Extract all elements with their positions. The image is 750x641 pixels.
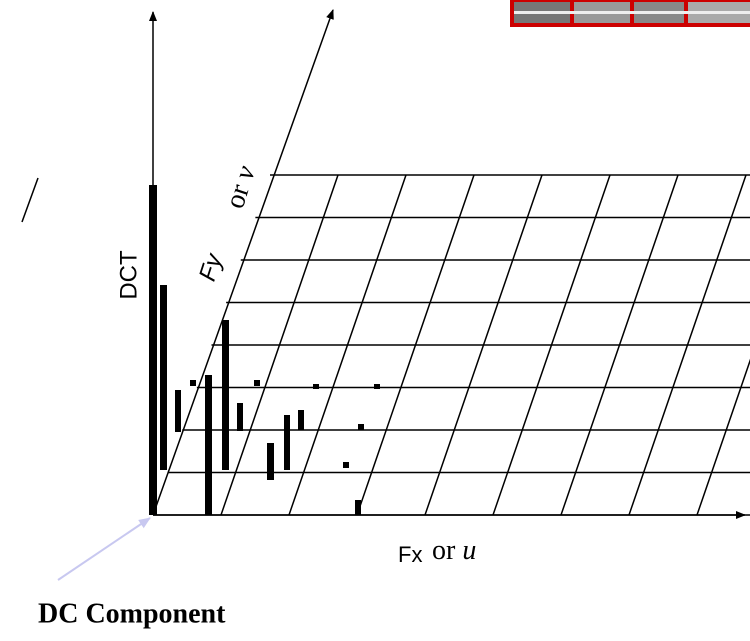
thumbnail-strip: [510, 0, 750, 27]
dot: [313, 384, 319, 389]
bar: [222, 320, 229, 470]
dct-label: DCT: [115, 250, 142, 300]
frequency-grid: [153, 175, 750, 515]
dot: [374, 384, 380, 389]
bar: [175, 390, 181, 432]
dot: [254, 380, 260, 386]
dct-diagram: DCT Fy or v Fx or u DC Component: [0, 0, 750, 641]
bar: [298, 410, 304, 430]
grid-fragment: [22, 178, 38, 222]
callout-label: DC Component: [38, 598, 226, 629]
fx-alt-variable: u: [462, 535, 476, 566]
bar: [149, 185, 157, 515]
bar: [267, 443, 274, 480]
fy-alt-variable: v: [229, 162, 262, 184]
fx-label: Fx: [398, 542, 422, 567]
dot: [190, 380, 196, 386]
fy-alt-prefix: or: [220, 180, 257, 212]
dot: [343, 462, 349, 468]
strip-band: [514, 11, 750, 14]
dot: [358, 424, 364, 430]
bar: [205, 375, 212, 515]
callout-arrow: [58, 518, 150, 580]
fy-axis: [153, 10, 333, 515]
bar: [355, 500, 361, 515]
bar: [160, 285, 167, 470]
bar: [237, 403, 243, 431]
fx-alt-label: or u: [432, 535, 476, 566]
fy-label: Fy: [194, 249, 229, 285]
fx-alt-prefix: or: [432, 535, 456, 566]
fy-alt-label: or v: [220, 162, 263, 213]
bar: [284, 415, 290, 470]
